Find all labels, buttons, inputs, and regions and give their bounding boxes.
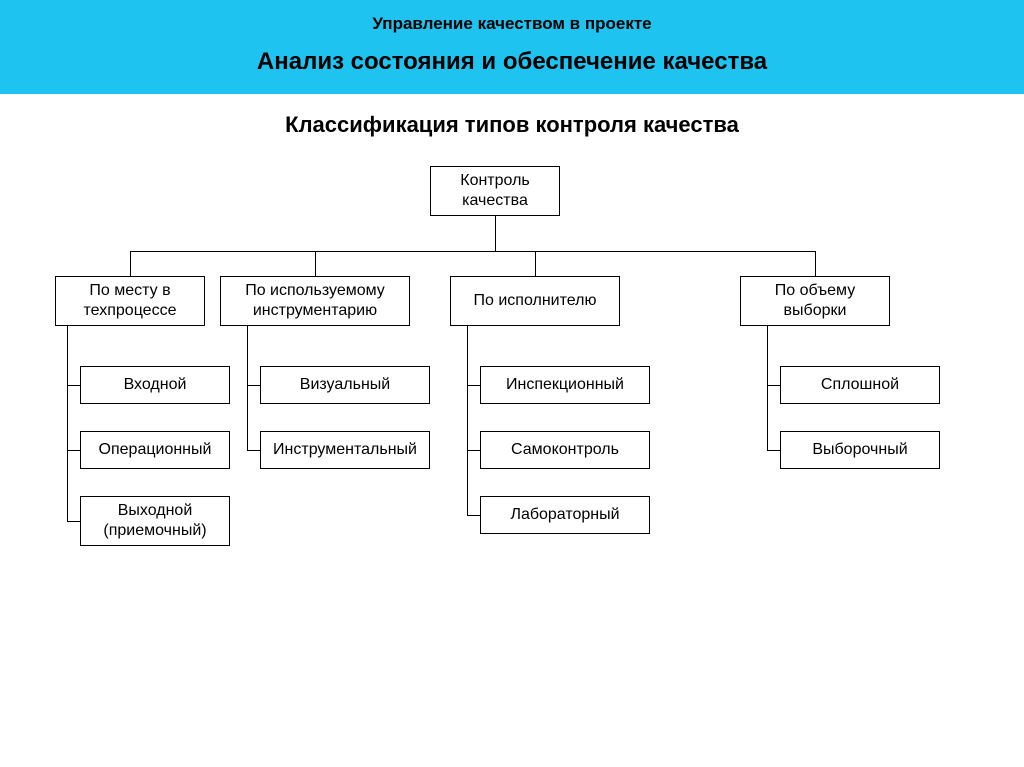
node-c2i2: Лабораторный bbox=[480, 496, 650, 534]
org-chart: Контролькачества По месту втехпроцессе По … bbox=[0, 156, 1024, 716]
connector-vertical bbox=[315, 251, 316, 276]
connector-horizontal bbox=[767, 450, 780, 451]
connector-vertical bbox=[67, 326, 68, 521]
node-cat3: По объемувыборки bbox=[740, 276, 890, 326]
connector-vertical bbox=[130, 251, 131, 276]
node-c2i0: Инспекционный bbox=[480, 366, 650, 404]
node-c1i0: Визуальный bbox=[260, 366, 430, 404]
connector-vertical bbox=[767, 326, 768, 450]
connector-horizontal bbox=[247, 450, 260, 451]
connector-horizontal bbox=[67, 450, 80, 451]
connector-horizontal bbox=[247, 385, 260, 386]
diagram-area: Классификация типов контроля качества Ко… bbox=[0, 94, 1024, 716]
connector-vertical bbox=[815, 251, 816, 276]
slide-supertitle: Управление качеством в проекте bbox=[0, 14, 1024, 34]
node-c3i0: Сплошной bbox=[780, 366, 940, 404]
node-c3i1: Выборочный bbox=[780, 431, 940, 469]
connector-vertical bbox=[467, 326, 468, 515]
node-cat2: По исполнителю bbox=[450, 276, 620, 326]
node-root: Контролькачества bbox=[430, 166, 560, 216]
connector-horizontal bbox=[467, 515, 480, 516]
slide-header: Управление качеством в проекте Анализ со… bbox=[0, 0, 1024, 94]
connector-vertical bbox=[495, 216, 496, 251]
node-c1i1: Инструментальный bbox=[260, 431, 430, 469]
node-cat0: По месту втехпроцессе bbox=[55, 276, 205, 326]
connector-horizontal bbox=[467, 450, 480, 451]
node-c2i1: Самоконтроль bbox=[480, 431, 650, 469]
diagram-title: Классификация типов контроля качества bbox=[0, 94, 1024, 156]
connector-horizontal bbox=[767, 385, 780, 386]
node-c0i1: Операционный bbox=[80, 431, 230, 469]
connector-horizontal bbox=[467, 385, 480, 386]
node-cat1: По используемомуинструментарию bbox=[220, 276, 410, 326]
connector-vertical bbox=[535, 251, 536, 276]
slide-subtitle: Анализ состояния и обеспечение качества bbox=[0, 48, 1024, 76]
connector-vertical bbox=[247, 326, 248, 450]
node-c0i0: Входной bbox=[80, 366, 230, 404]
connector-horizontal bbox=[67, 385, 80, 386]
connector-horizontal bbox=[67, 521, 80, 522]
connector-horizontal bbox=[130, 251, 815, 252]
node-c0i2: Выходной(приемочный) bbox=[80, 496, 230, 546]
